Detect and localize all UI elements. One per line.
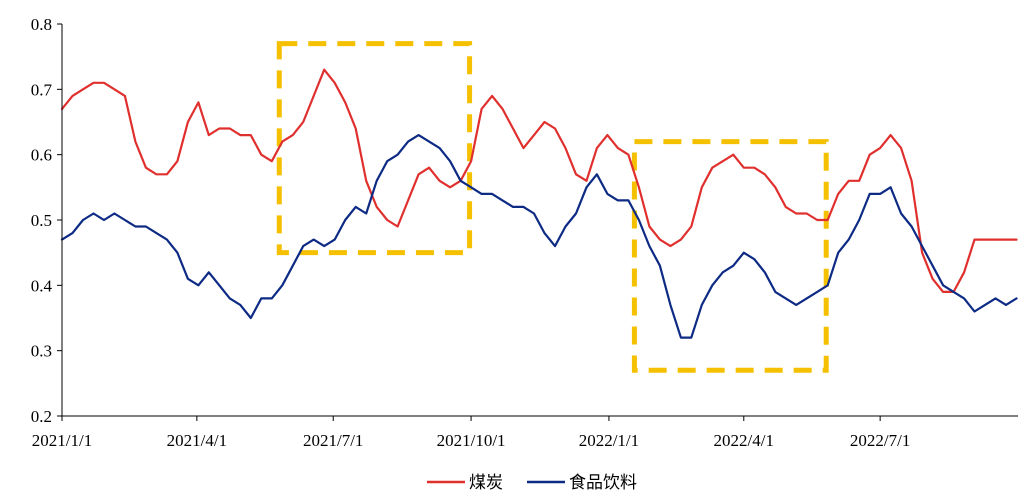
legend-label-food-beverage: 食品饮料 [569,473,637,493]
x-tick-label: 2021/4/1 [167,431,227,450]
x-tick-label: 2022/1/1 [579,431,639,450]
highlight-box-2 [631,139,829,373]
x-tick-label: 2021/10/1 [437,431,506,450]
x-tick-label: 2022/7/1 [850,431,910,450]
highlight-boxes [276,41,829,373]
y-tick-label: 0.6 [31,146,52,165]
series-line-food-beverage [60,134,1018,339]
highlight-box-1 [276,41,473,256]
series-line-coal [60,68,1018,293]
x-tick-label: 2022/4/1 [714,431,774,450]
y-tick-label: 0.3 [31,342,52,361]
series-lines [60,68,1018,339]
y-tick-label: 0.2 [31,407,52,426]
x-tick-label: 2021/1/1 [32,431,92,450]
y-ticks: 0.2 0.3 0.4 0.5 0.6 0.7 0.8 [31,15,62,426]
y-tick-label: 0.7 [31,80,53,99]
x-tick-label: 2021/7/1 [303,431,363,450]
axes [61,24,1018,417]
y-tick-label: 0.4 [31,276,53,295]
legend-label-coal: 煤炭 [469,473,503,493]
x-ticks: 2021/1/1 2021/4/1 2021/7/1 2021/10/1 2022/1/… [32,416,910,450]
y-tick-label: 0.5 [31,211,52,230]
y-tick-label: 0.8 [31,15,52,34]
legend: 煤炭 食品饮料 [427,473,637,493]
